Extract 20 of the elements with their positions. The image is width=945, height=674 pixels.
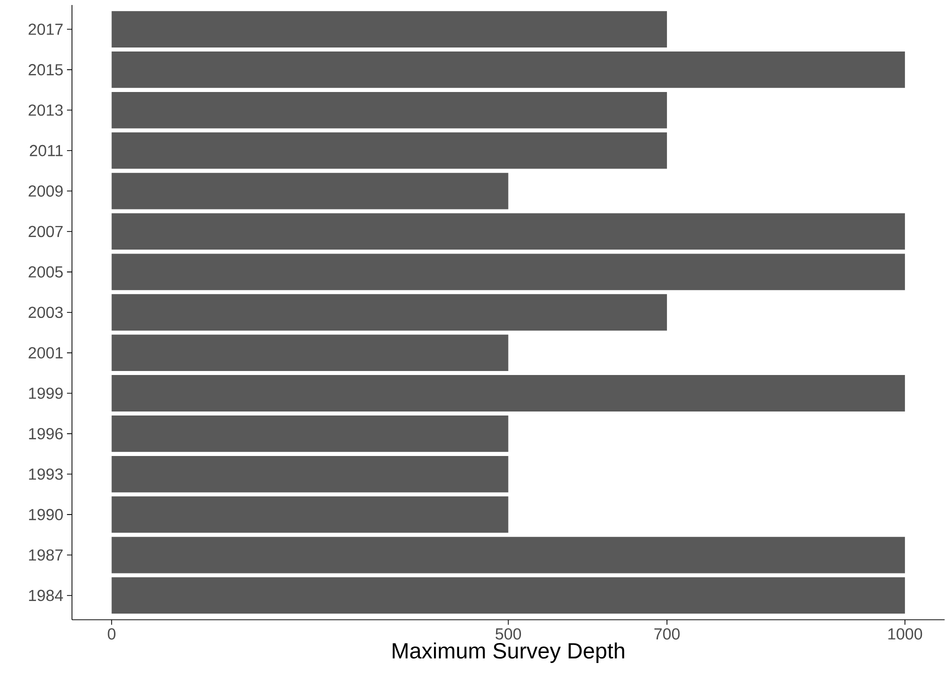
y-tick-label: 2005 [28,266,63,278]
y-tick-label: 1990 [29,509,63,520]
y-tick-label: 1996 [29,428,63,440]
y-tick-label: 2015 [28,64,63,76]
y-tick-label: 1984 [29,590,63,602]
y-tick-label: 2017 [28,24,63,36]
y-tick-label: 2009 [28,186,63,197]
y-tick-label: 2011 [30,145,63,156]
x-tick-label: 1000 [888,628,922,640]
x-axis-title: Maximum Survey Depth [392,642,624,664]
y-tick-label: 1987 [29,550,63,561]
y-tick-label: 1999 [29,388,63,400]
y-tick-label: 2003 [28,306,63,318]
y-tick-label: 2001 [28,347,63,359]
y-tick-label: 2007 [28,226,63,238]
x-tick-label: 500 [496,628,521,640]
y-tick-label: 2013 [28,104,63,116]
y-tick-label: 1993 [29,468,63,480]
x-tick-label: 0 [108,628,116,640]
x-tick-label: 700 [654,628,680,640]
